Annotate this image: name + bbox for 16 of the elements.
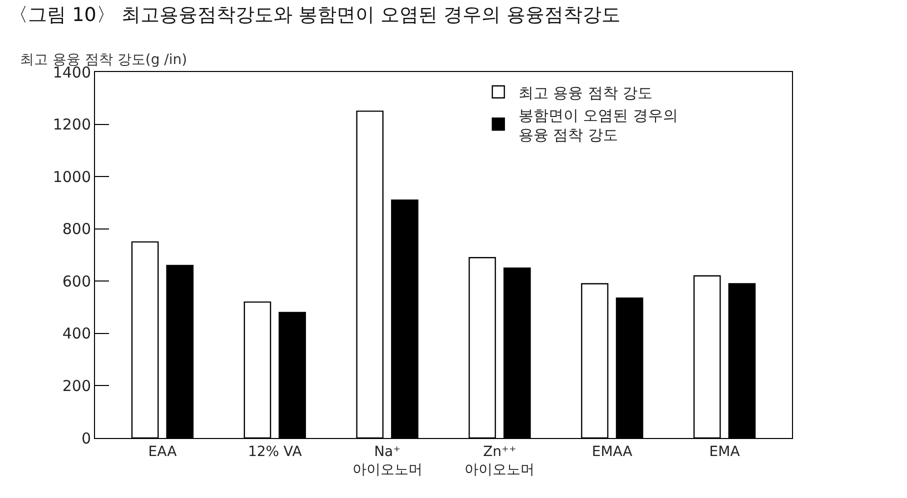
x-tick-label: 12% VA	[248, 444, 302, 460]
y-tick-label: 400	[62, 324, 91, 343]
chart-title: 〈그림 10〉 최고용융점착강도와 봉함면이 오염된 경우의 용융점착강도	[9, 4, 620, 26]
x-tick-label: Na⁺ 아이오노머	[352, 444, 422, 478]
legend-label: 최고 용융 점착 강도	[518, 84, 653, 102]
y-tick-label: 1000	[52, 168, 91, 186]
x-tick-label: Zn⁺⁺ 아이오노머	[464, 444, 535, 478]
x-tick-label: EMAA	[592, 444, 633, 460]
x-tick-label: EMA	[709, 444, 740, 460]
x-tick-label: EAA	[148, 444, 178, 460]
y-tick-label: 800	[62, 220, 91, 238]
legend-label: 봉함면이 오염된 경우의 용융 점착 강도	[518, 106, 678, 144]
y-tick-label: 1200	[52, 116, 91, 134]
y-tick-label: 600	[62, 272, 91, 290]
y-tick-label: 200	[62, 376, 91, 395]
y-tick-label: 0	[81, 429, 91, 448]
